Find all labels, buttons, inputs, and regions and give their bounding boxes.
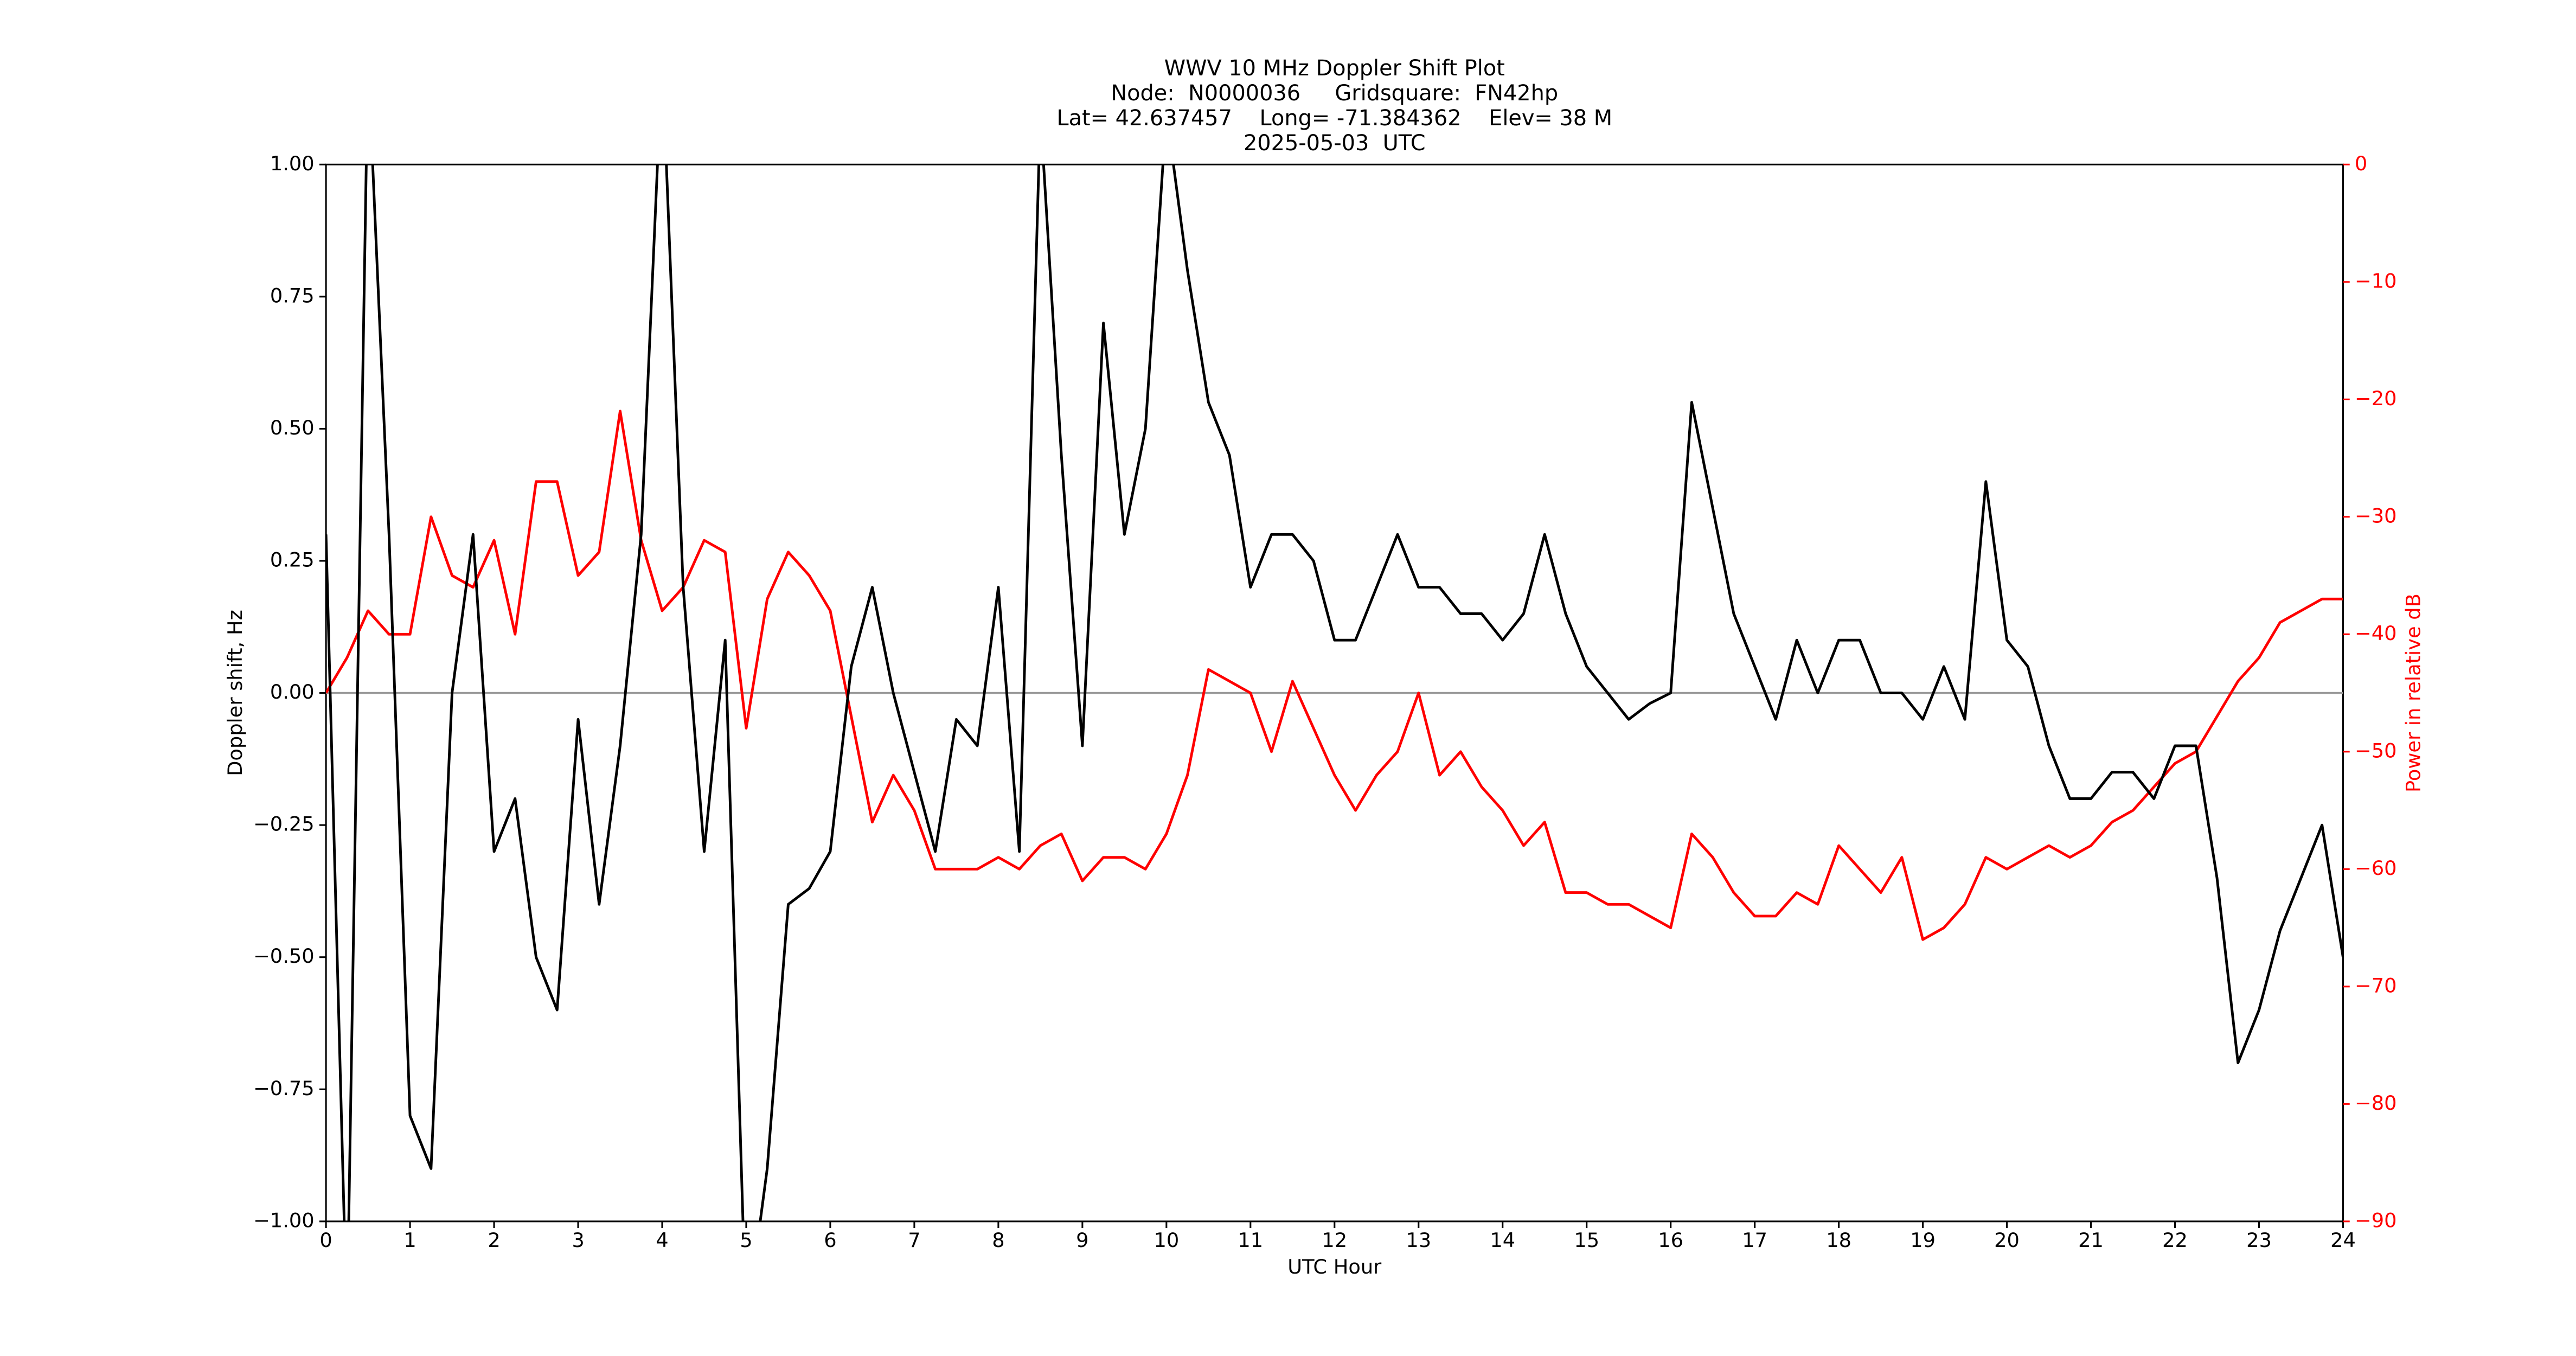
x-tick-label: 24 [2330, 1229, 2356, 1252]
x-tick-label: 23 [2246, 1229, 2272, 1252]
x-tick-label: 3 [572, 1229, 584, 1252]
y2-tick-label: −40 [2355, 622, 2397, 645]
x-tick-label: 21 [2078, 1229, 2104, 1252]
chart-title: Lat= 42.637457 Long= -71.384362 Elev= 38… [1056, 106, 1612, 131]
x-axis-label: UTC Hour [1287, 1255, 1382, 1278]
series-line [326, 410, 2343, 941]
chart-title: Node: N0000036 Gridsquare: FN42hp [1111, 81, 1558, 106]
y-tick-label: 0.75 [270, 284, 315, 307]
x-tick-label: 13 [1406, 1229, 1431, 1252]
x-tick-label: 10 [1154, 1229, 1179, 1252]
x-tick-label: 16 [1658, 1229, 1683, 1252]
x-tick-label: 0 [319, 1229, 332, 1252]
series-line [326, 164, 2343, 1221]
y2-tick-label: −20 [2355, 387, 2397, 410]
y-tick-label: 0.00 [270, 680, 315, 703]
x-tick-label: 17 [1742, 1229, 1767, 1252]
x-tick-label: 9 [1076, 1229, 1088, 1252]
y2-axis-label: Power in relative dB [2402, 593, 2425, 792]
chart-title: 2025-05-03 UTC [1244, 131, 1426, 156]
y2-tick-label: −80 [2355, 1091, 2397, 1115]
x-tick-label: 22 [2162, 1229, 2188, 1252]
x-tick-label: 7 [908, 1229, 920, 1252]
x-tick-label: 1 [403, 1229, 416, 1252]
x-tick-label: 18 [1826, 1229, 1851, 1252]
y-axis-label: Doppler shift, Hz [223, 610, 247, 776]
x-tick-label: 11 [1238, 1229, 1263, 1252]
x-tick-label: 20 [1994, 1229, 2020, 1252]
x-tick-label: 15 [1574, 1229, 1599, 1252]
x-tick-label: 2 [488, 1229, 500, 1252]
y2-tick-label: −60 [2355, 856, 2397, 880]
y-tick-label: −0.50 [253, 944, 315, 968]
y2-tick-label: −70 [2355, 974, 2397, 997]
y-tick-label: 0.50 [270, 416, 315, 439]
x-tick-label: 14 [1490, 1229, 1515, 1252]
y2-tick-label: −10 [2355, 269, 2397, 292]
chart-title: WWV 10 MHz Doppler Shift Plot [1164, 56, 1505, 81]
y-tick-label: 0.25 [270, 548, 315, 572]
x-tick-label: 12 [1322, 1229, 1347, 1252]
y-tick-label: −1.00 [253, 1208, 315, 1232]
y2-tick-label: −30 [2355, 504, 2397, 527]
x-tick-label: 5 [740, 1229, 752, 1252]
x-tick-label: 6 [824, 1229, 836, 1252]
y-tick-label: −0.25 [253, 813, 315, 836]
y2-tick-label: −90 [2355, 1208, 2397, 1232]
y2-tick-label: 0 [2355, 152, 2367, 175]
y-tick-label: −0.75 [253, 1077, 315, 1100]
x-tick-label: 4 [656, 1229, 668, 1252]
y2-tick-label: −50 [2355, 739, 2397, 762]
x-tick-label: 19 [1910, 1229, 1936, 1252]
x-tick-label: 8 [992, 1229, 1004, 1252]
plot-area [326, 164, 2343, 1221]
y-tick-label: 1.00 [270, 152, 315, 175]
